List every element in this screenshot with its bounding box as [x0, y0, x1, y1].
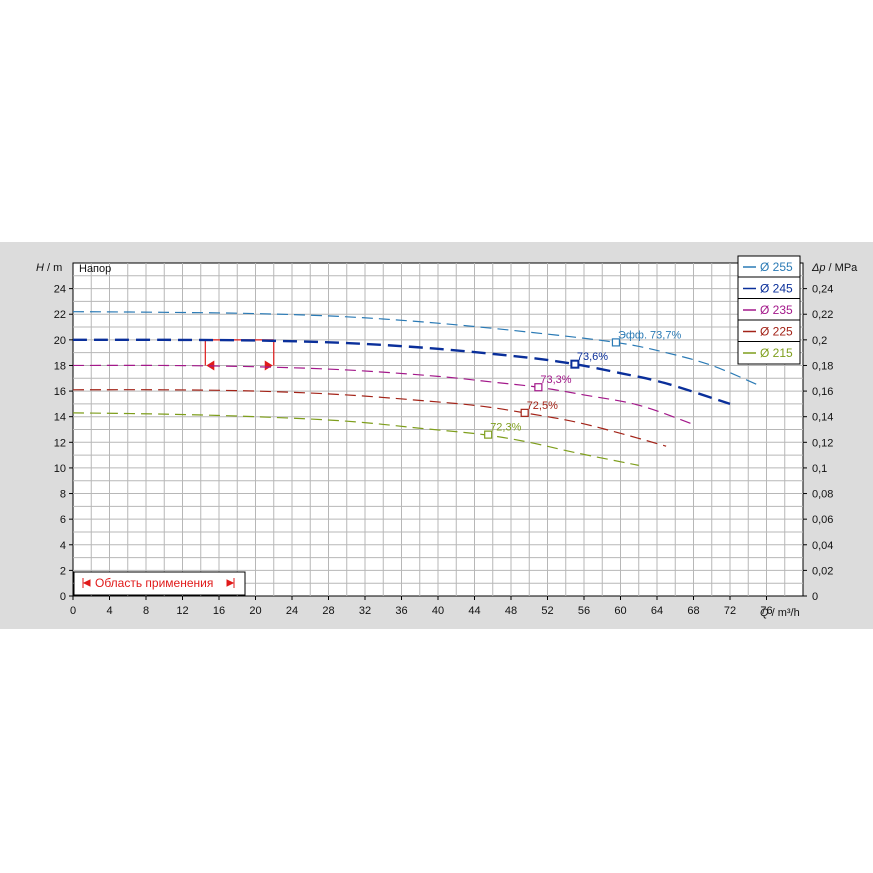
application-area-label: Область применения: [95, 576, 213, 590]
x-axis-unit: / m³/h: [769, 607, 800, 619]
y-tick-label: 10: [54, 463, 66, 475]
x-tick-label: 36: [395, 605, 407, 617]
y-tick-label: 14: [54, 412, 66, 424]
y2-axis-symbol: Δp: [811, 262, 826, 274]
x-tick-label: 40: [432, 605, 444, 617]
y2-tick-label: 0,02: [812, 565, 833, 577]
bep-marker-4: [484, 430, 493, 439]
legend-label-4: Ø 215: [760, 346, 793, 360]
range-arrow-right-icon: [264, 360, 273, 371]
legend-label-3: Ø 225: [760, 325, 793, 339]
series-line-3: [72, 389, 667, 447]
arrow-left-bar-icon: [82, 578, 91, 588]
x-axis-title: Q / m³/h: [760, 607, 800, 619]
x-tick-label: 8: [143, 605, 149, 617]
x-tick-label: 44: [468, 605, 480, 617]
pump-curve-chart: Эфф. 73,7%73,6%73,3%72,5%72,3% 0 4 8 12 16 20…: [36, 255, 858, 619]
y-tick-label: 2: [60, 565, 66, 577]
bep-label-3: 72,5%: [527, 400, 558, 412]
y2-tick-label: 0,2: [812, 335, 827, 347]
x-tick-label: 64: [651, 605, 663, 617]
x-tick-label: 72: [724, 605, 736, 617]
y-tick-label: 0: [60, 591, 66, 603]
series-line-1: [72, 338, 731, 406]
y2-tick-label: 0,16: [812, 386, 833, 398]
y-axis-symbol: H: [36, 262, 44, 274]
tick-labels: 0 4 8 12 16 20 24 28 32 36 40 44 48 52 56 60 64 68 72 76024…: [54, 284, 834, 617]
x-tick-label: 4: [106, 605, 112, 617]
y2-axis-unit: / MPa: [826, 262, 859, 274]
y2-tick-label: 0,24: [812, 284, 833, 296]
y2-tick-label: 0,08: [812, 489, 833, 501]
legend: Ø 255 Ø 245 Ø 235 Ø 225 Ø 215: [737, 255, 801, 365]
x-tick-label: 16: [213, 605, 225, 617]
x-tick-label: 60: [614, 605, 626, 617]
bep-marker-1: [570, 359, 580, 369]
series-group: [72, 311, 758, 466]
y-tick-label: 20: [54, 335, 66, 347]
bep-markers: Эфф. 73,7% 73,6% 73,3% 72,5% 72,3%: [484, 329, 682, 439]
x-tick-label: 56: [578, 605, 590, 617]
bep-marker-2: [534, 383, 543, 392]
y2-tick-label: 0,06: [812, 514, 833, 526]
legend-label-1: Ø 245: [760, 282, 793, 296]
x-tick-label: 68: [687, 605, 699, 617]
x-tick-label: 20: [249, 605, 261, 617]
y2-tick-label: 0: [812, 591, 818, 603]
series-line-4: [72, 412, 639, 466]
y-tick-label: 24: [54, 284, 66, 296]
y-axis-title: H / m: [36, 262, 62, 274]
chart-title: Напор: [79, 263, 111, 275]
x-tick-label: 52: [541, 605, 553, 617]
y-tick-label: 8: [60, 489, 66, 501]
legend-label-0: Ø 255: [760, 260, 793, 274]
arrow-right-bar-icon: [226, 578, 235, 588]
grid: [73, 263, 803, 596]
x-tick-label: 32: [359, 605, 371, 617]
y-tick-label: 6: [60, 514, 66, 526]
application-area-box: [73, 571, 246, 596]
legend-label-2: Ø 235: [760, 303, 793, 317]
x-axis-symbol: Q: [760, 607, 769, 619]
bep-marker-3: [520, 408, 529, 417]
x-tick-label: 48: [505, 605, 517, 617]
y2-tick-label: 0,12: [812, 437, 833, 449]
y2-tick-label: 0,22: [812, 309, 833, 321]
bep-label-1: 73,6%: [577, 351, 608, 363]
y-axis-unit: / m: [44, 262, 62, 274]
series-line-0: [72, 311, 758, 386]
chart-panel: Эфф. 73,7% 73,6% 73,3% 72,5% 72,3% 0 4 8 12 16 20…: [0, 242, 873, 629]
y-tick-label: 22: [54, 309, 66, 321]
bep-label-4: 72,3%: [490, 422, 521, 434]
y2-tick-label: 0,18: [812, 360, 833, 372]
x-tick-label: 0: [70, 605, 76, 617]
y-tick-label: 4: [60, 540, 66, 552]
x-tick-label: 28: [322, 605, 334, 617]
y2-tick-label: 0,14: [812, 412, 833, 424]
y-tick-label: 16: [54, 386, 66, 398]
y-tick-label: 18: [54, 360, 66, 372]
y2-tick-label: 0,1: [812, 463, 827, 475]
x-tick-label: 76: [760, 605, 772, 617]
y-tick-label: 12: [54, 437, 66, 449]
x-tick-label: 24: [286, 605, 298, 617]
bep-marker-0: [611, 338, 621, 347]
y2-tick-label: 0,04: [812, 540, 833, 552]
application-area-legend: Область применения: [73, 571, 246, 596]
bep-label-2: 73,3%: [540, 374, 571, 386]
series-line-2: [72, 364, 694, 425]
y2-axis-title: Δp / MPa: [811, 262, 858, 274]
x-tick-label: 12: [176, 605, 188, 617]
bep-label-0: Эфф. 73,7%: [618, 329, 682, 341]
